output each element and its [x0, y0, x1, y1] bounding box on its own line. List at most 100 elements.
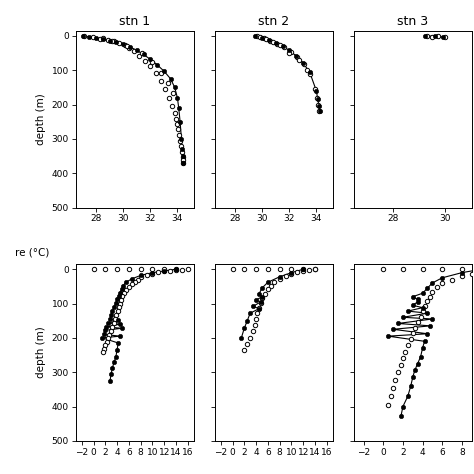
- Point: [137, 272, 145, 279]
- Point: [414, 360, 421, 367]
- Point: [90, 34, 97, 41]
- Point: [279, 43, 286, 50]
- Point: [254, 310, 261, 317]
- Point: [170, 89, 177, 96]
- Point: [108, 311, 115, 319]
- Point: [401, 348, 409, 356]
- Point: [92, 34, 100, 42]
- Point: [404, 342, 411, 349]
- Point: [434, 283, 441, 291]
- Point: [137, 265, 145, 273]
- Y-axis label: depth (m): depth (m): [36, 327, 46, 378]
- Point: [146, 63, 154, 70]
- Point: [133, 46, 141, 54]
- Point: [229, 265, 237, 273]
- Point: [121, 41, 128, 49]
- Point: [417, 353, 424, 361]
- Point: [419, 345, 426, 352]
- Point: [116, 289, 124, 296]
- Point: [152, 69, 160, 77]
- Point: [149, 270, 156, 277]
- Point: [99, 36, 107, 43]
- Point: [423, 32, 431, 40]
- Point: [300, 267, 307, 275]
- Point: [119, 40, 127, 48]
- Point: [175, 104, 182, 112]
- Point: [424, 298, 431, 305]
- Point: [397, 362, 405, 369]
- Point: [125, 44, 132, 52]
- Point: [257, 298, 264, 306]
- Point: [438, 265, 446, 273]
- Point: [301, 60, 308, 68]
- Point: [252, 315, 260, 323]
- Point: [300, 265, 307, 273]
- Point: [100, 331, 108, 338]
- Point: [178, 266, 186, 273]
- Point: [171, 109, 179, 117]
- Point: [276, 273, 283, 281]
- Point: [409, 374, 417, 381]
- Point: [167, 75, 174, 82]
- Point: [306, 68, 313, 76]
- Point: [267, 282, 274, 290]
- Point: [305, 266, 313, 273]
- Point: [116, 332, 124, 340]
- Point: [249, 327, 257, 335]
- Point: [389, 384, 397, 392]
- Point: [255, 305, 263, 312]
- Point: [409, 329, 417, 337]
- Point: [404, 392, 411, 400]
- Point: [113, 38, 120, 46]
- Point: [134, 276, 141, 283]
- Point: [240, 325, 248, 332]
- Point: [114, 339, 122, 347]
- Point: [90, 265, 97, 273]
- Point: [80, 33, 88, 40]
- Point: [285, 46, 293, 54]
- Point: [115, 292, 123, 300]
- Point: [104, 335, 112, 342]
- Point: [251, 321, 259, 328]
- Point: [137, 273, 145, 281]
- Point: [103, 338, 111, 346]
- Point: [414, 296, 421, 303]
- Point: [240, 346, 248, 354]
- Point: [424, 284, 431, 292]
- Point: [407, 336, 415, 343]
- Point: [438, 274, 446, 282]
- Point: [118, 325, 126, 332]
- Point: [108, 370, 115, 378]
- Point: [314, 96, 321, 103]
- Point: [258, 34, 266, 41]
- Point: [118, 292, 126, 300]
- Point: [417, 313, 424, 320]
- Point: [99, 334, 106, 342]
- Point: [288, 270, 295, 278]
- Point: [255, 304, 263, 312]
- Point: [179, 152, 187, 160]
- Point: [178, 148, 185, 156]
- Point: [113, 265, 121, 273]
- Point: [126, 43, 134, 51]
- Point: [122, 279, 130, 286]
- Point: [104, 319, 112, 327]
- Point: [273, 40, 281, 47]
- Point: [293, 54, 301, 61]
- Title: stn 3: stn 3: [397, 15, 428, 28]
- Point: [109, 323, 116, 331]
- Point: [299, 59, 307, 66]
- Point: [136, 52, 143, 59]
- Point: [99, 34, 107, 41]
- Point: [178, 146, 186, 153]
- Point: [419, 290, 426, 297]
- Point: [153, 61, 161, 69]
- Point: [380, 265, 387, 273]
- Point: [397, 412, 405, 420]
- Point: [270, 279, 278, 286]
- Point: [118, 296, 125, 303]
- Point: [160, 67, 168, 75]
- Point: [106, 377, 114, 384]
- Point: [399, 265, 407, 273]
- Point: [164, 80, 172, 87]
